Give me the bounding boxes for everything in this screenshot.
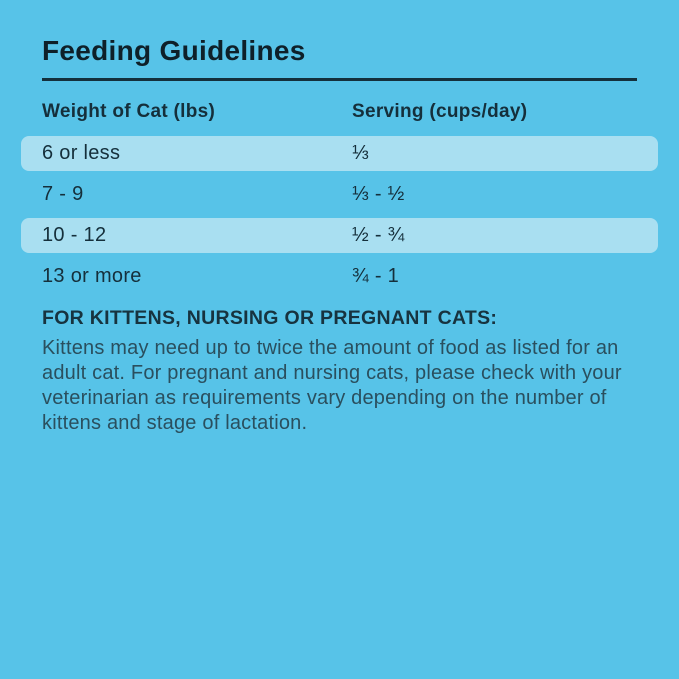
column-header-serving: Serving (cups/day) (352, 101, 528, 122)
kittens-note-heading: FOR KITTENS, NURSING OR PREGNANT CATS: (42, 307, 498, 329)
page-title: Feeding Guidelines (42, 35, 306, 66)
table-header-row: Weight of Cat (lbs) Serving (cups/day) (21, 102, 658, 121)
table-row: 13 or more ¾ - 1 (21, 259, 658, 294)
serving-cell: ½ - ¾ (352, 224, 405, 246)
weight-cell: 6 or less (42, 142, 121, 164)
kittens-note: FOR KITTENS, NURSING OR PREGNANT CATS: K… (42, 308, 642, 436)
table-row: 7 - 9 ⅓ - ½ (21, 177, 658, 212)
feeding-table: 6 or less ⅓ 7 - 9 ⅓ - ½ 10 - 12 ½ - ¾ 13… (0, 136, 679, 294)
table-row: 10 - 12 ½ - ¾ (21, 218, 658, 253)
weight-cell: 7 - 9 (42, 183, 84, 205)
column-header-weight: Weight of Cat (lbs) (42, 101, 216, 122)
table-row: 6 or less ⅓ (21, 136, 658, 171)
serving-cell: ⅓ - ½ (352, 183, 405, 205)
kittens-note-body: Kittens may need up to twice the amount … (42, 337, 622, 434)
title-divider (42, 78, 637, 81)
weight-cell: 13 or more (42, 265, 142, 287)
serving-cell: ⅓ (352, 142, 369, 164)
weight-cell: 10 - 12 (42, 224, 107, 246)
serving-cell: ¾ - 1 (352, 265, 400, 287)
